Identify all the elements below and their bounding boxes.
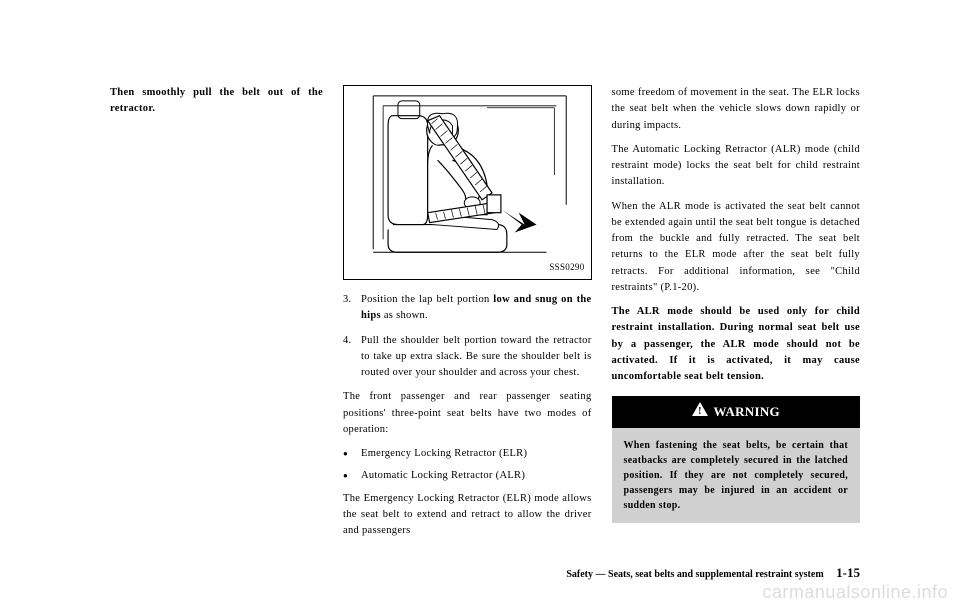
warning-triangle-icon: ! [692,402,708,422]
bullet-marker: ● [343,446,361,462]
warning-title: WARNING [714,402,780,422]
list-item-3: 3. Position the lap belt portion low and… [343,292,592,325]
paragraph: The front passenger and rear passenger s… [343,389,592,438]
intro-text: Then smoothly pull the belt out of the r… [110,85,323,118]
figure-label: SSS0290 [549,261,584,275]
item-content: Pull the shoulder belt portion toward th… [361,333,592,382]
item-number: 3. [343,292,361,325]
section-title: Safety — Seats, seat belts and supplemen… [566,569,823,580]
bullet-item: ● Automatic Locking Retractor (ALR) [343,468,592,484]
paragraph: The Emergency Locking Retractor (ELR) mo… [343,491,592,540]
warning-box: ! WARNING When fastening the seat belts,… [612,396,861,523]
warning-header: ! WARNING [612,396,861,428]
bullet-content: Emergency Locking Retractor (ELR) [361,446,592,462]
paragraph: The Automatic Locking Retractor (ALR) mo… [612,142,861,191]
paragraph: some freedom of movement in the seat. Th… [612,85,861,134]
bullet-item: ● Emergency Locking Retractor (ELR) [343,446,592,462]
item-number: 4. [343,333,361,382]
watermark: carmanualsonline.info [762,582,948,603]
paragraph: When the ALR mode is activated the seat … [612,199,861,297]
item-content: Position the lap belt portion low and sn… [361,292,592,325]
bullet-marker: ● [343,468,361,484]
svg-text:!: ! [698,406,702,416]
page-footer: Safety — Seats, seat belts and supplemen… [566,565,860,581]
seatbelt-illustration: SSS0290 [343,85,592,280]
list-item-4: 4. Pull the shoulder belt portion toward… [343,333,592,382]
page-number: 1-15 [836,565,860,580]
warning-body: When fastening the seat belts, be certai… [612,428,861,523]
bullet-content: Automatic Locking Retractor (ALR) [361,468,592,484]
paragraph-bold: The ALR mode should be used only for chi… [612,304,861,385]
illustration-svg [344,86,591,279]
